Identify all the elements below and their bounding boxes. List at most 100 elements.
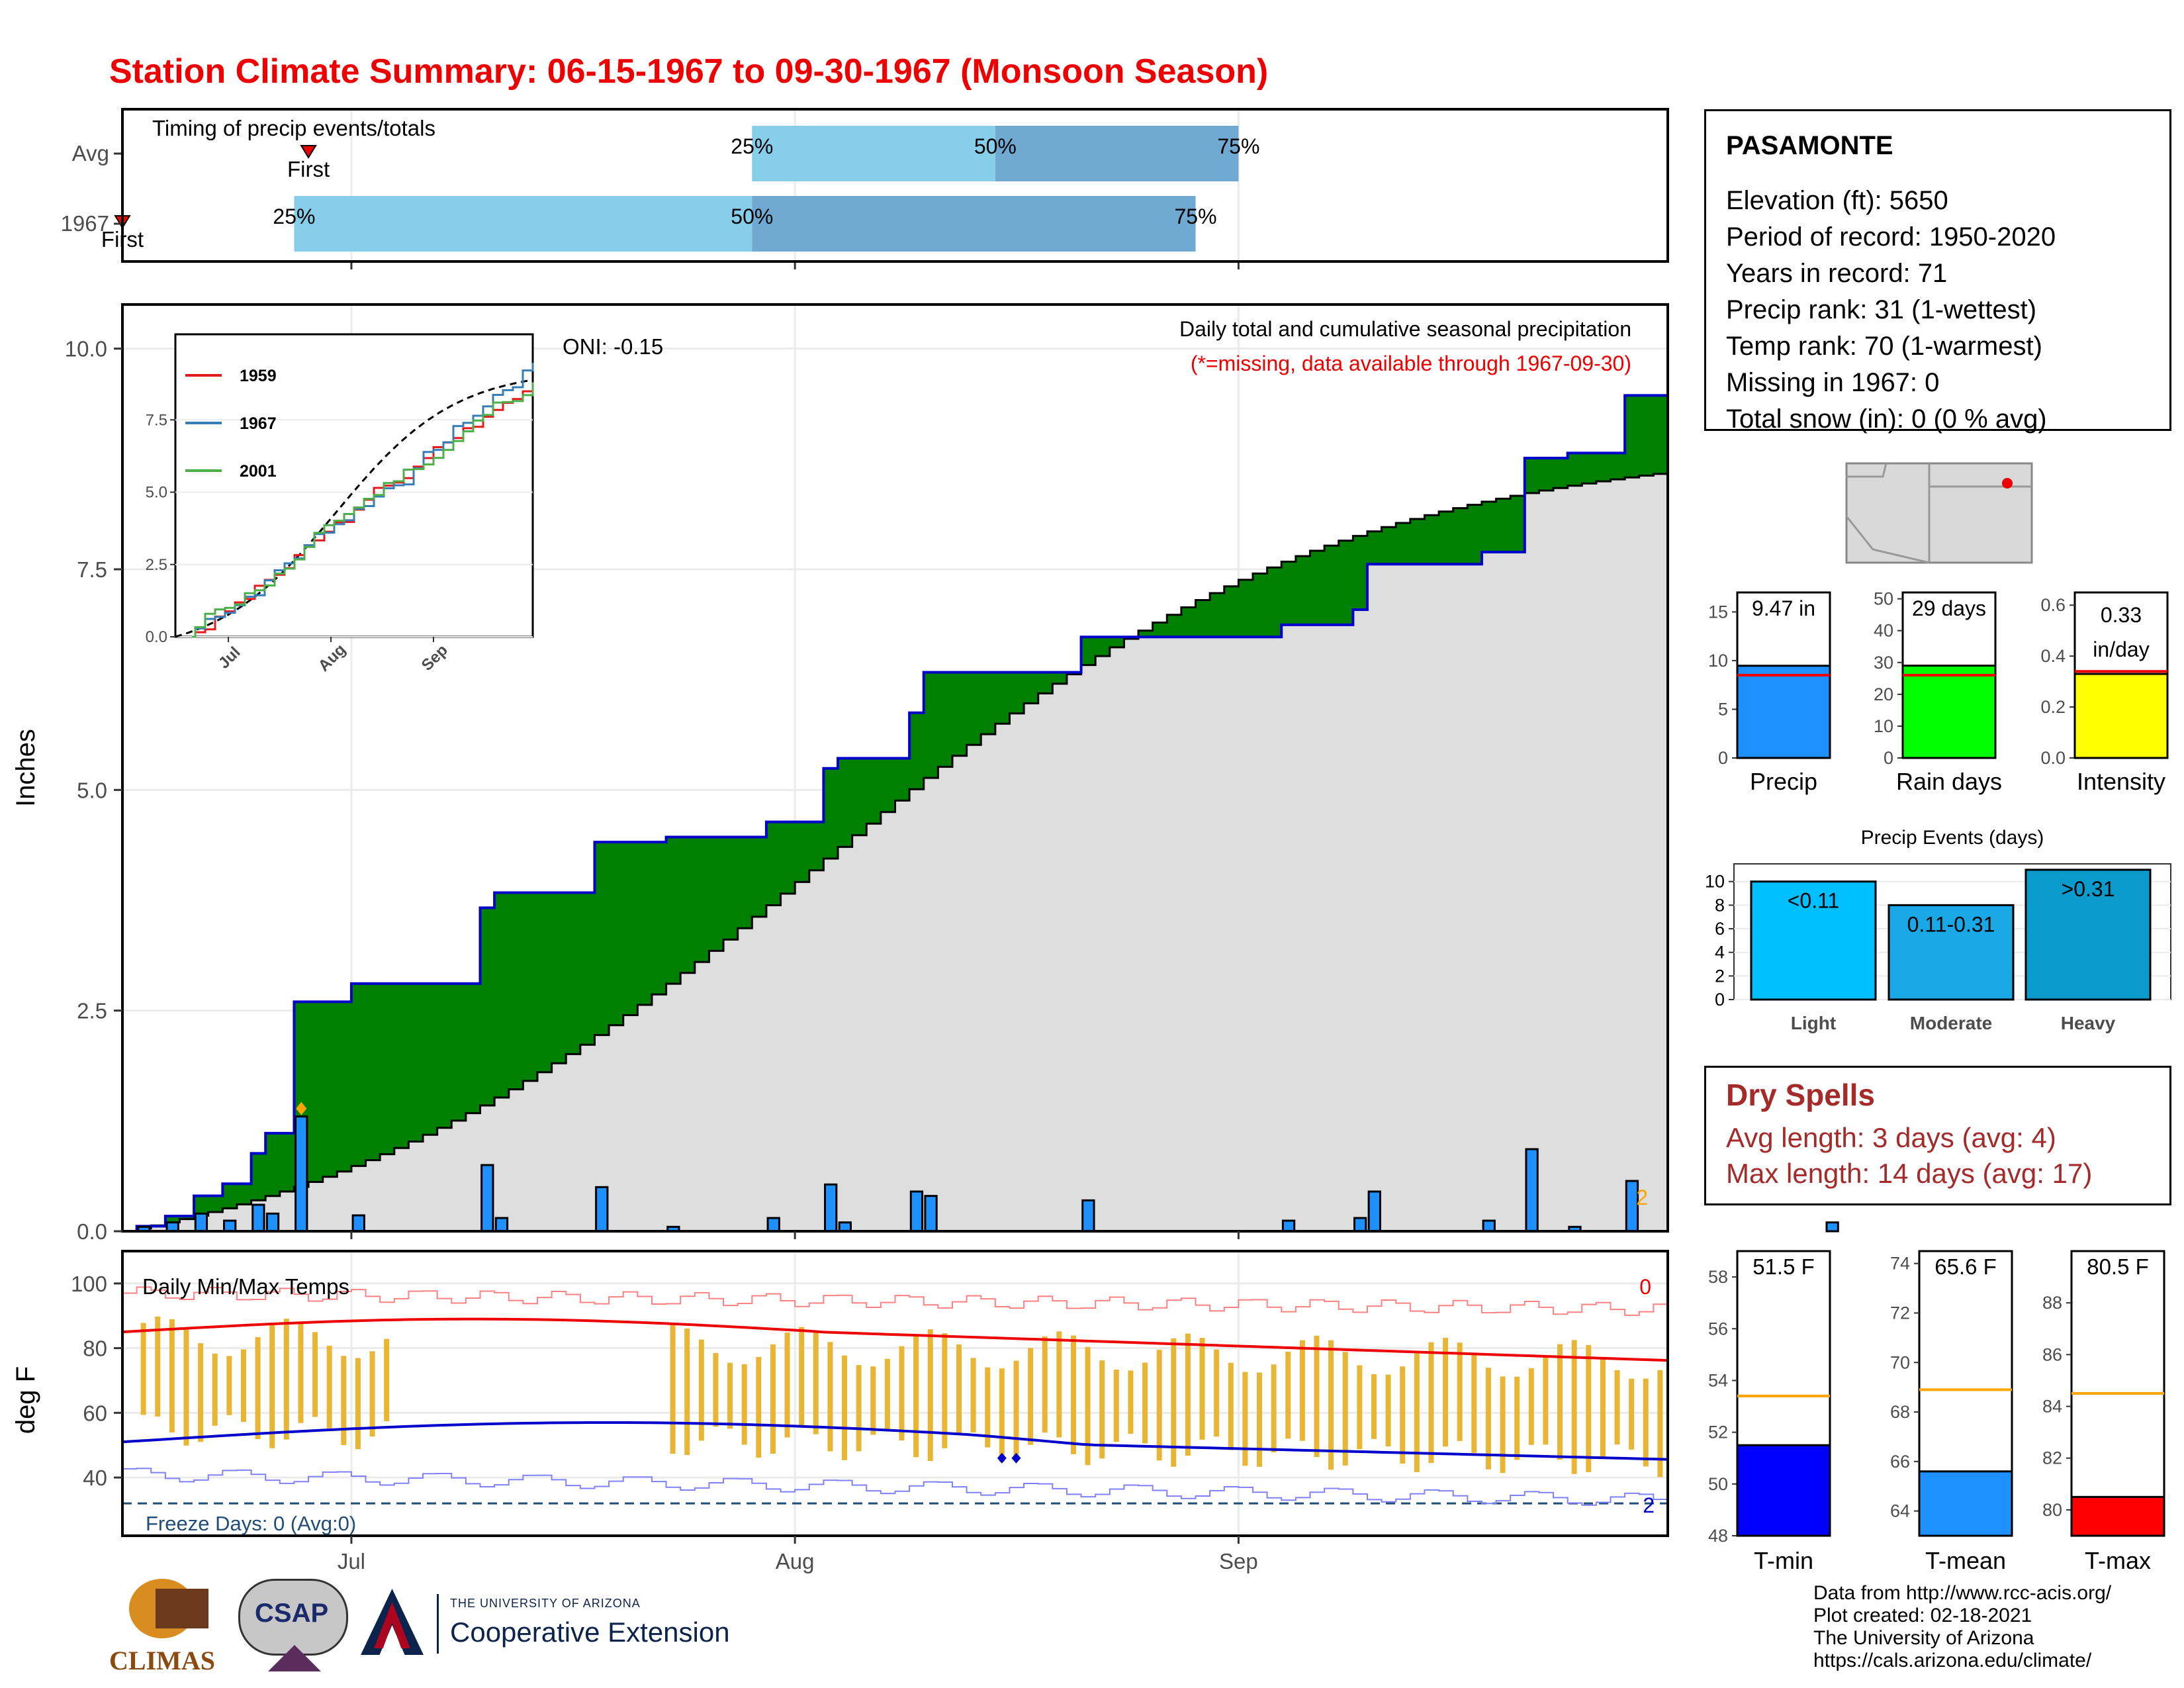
temp-summary-chart: 64 66 68 70 72 74 65.6 F T-mean: [1890, 1250, 2013, 1574]
timing-bar-50-75: [752, 196, 1196, 252]
daily-temp-bar: [1314, 1335, 1320, 1458]
events-category-label: Light: [1791, 1013, 1836, 1033]
timing-bar-25-50: [294, 196, 752, 252]
temp-y-tick-label: 40: [83, 1466, 107, 1490]
station-info-box: PASAMONTE Elevation (ft): 5650 Period of…: [1704, 109, 2171, 434]
mini-bar-value-label: 9.47 in: [1752, 596, 1815, 620]
avg-cumulative-line: [122, 473, 1668, 1233]
daily-temp-bar: [1514, 1376, 1520, 1460]
daily-temp-bar: [741, 1364, 747, 1445]
daily-temp-bar: [1142, 1362, 1148, 1444]
daily-precip-bar: [295, 1115, 308, 1233]
daily-temp-bar: [1171, 1338, 1177, 1467]
credit-university: The University of Arizona: [1813, 1627, 2034, 1649]
timing-pct-label: 75%: [1217, 134, 1259, 158]
daily-temp-bar: [1299, 1340, 1305, 1441]
timing-pct-label: 50%: [974, 134, 1017, 158]
station-map: [1845, 462, 2033, 564]
mini-bar-tick-label: 10: [1708, 651, 1728, 671]
temp-y-tick-label: 60: [83, 1401, 107, 1425]
temp-y-tick-label: 80: [83, 1336, 107, 1361]
temp-summary-value-label: 51.5 F: [1752, 1254, 1815, 1279]
daily-temp-bar: [140, 1323, 146, 1415]
first-event-marker: [300, 145, 317, 159]
daily-temp-bar: [713, 1352, 719, 1427]
events-title: Precip Events (days): [1861, 827, 2044, 849]
timing-row-label: Avg: [72, 141, 109, 165]
events-bar-label: <0.11: [1788, 889, 1840, 913]
temp-summary-bar: [1918, 1470, 2013, 1537]
inset-legend-label: 1959: [240, 367, 277, 385]
daily-temp-bar: [198, 1343, 204, 1442]
precip-events-chart: Precip Events (days) 0 2 4 6 8 10 <0.11 Light 0.…: [1705, 827, 2171, 1033]
daily-temp-bar: [670, 1325, 676, 1454]
daily-temp-bar: [856, 1365, 862, 1452]
daily-temp-bar: [240, 1349, 246, 1423]
daily-temp-bar: [1070, 1335, 1076, 1454]
temp-summary-category-label: T-mean: [1925, 1547, 2006, 1574]
page-title: Station Climate Summary: 06-15-1967 to 0…: [109, 52, 1268, 91]
temp-summary-value-label: 65.6 F: [1934, 1254, 1997, 1279]
temp-summary-chart: 80 82 84 86 88 80.5 F T-max: [2042, 1250, 2165, 1574]
temp-summary-bar: [2070, 1495, 2165, 1537]
daily-temp-bar: [269, 1325, 275, 1448]
record-day-marker: [296, 1102, 307, 1115]
mini-bar-tick-label: 0: [1884, 748, 1893, 768]
daily-temp-bar: [1443, 1338, 1449, 1447]
events-bar-label: 0.11-0.31: [1907, 912, 1995, 936]
inset-legend-label: 2001: [240, 462, 277, 481]
main-y-tick-label: 0.0: [77, 1219, 107, 1244]
daily-temp-bar: [255, 1336, 261, 1440]
daily-temp-bar: [999, 1368, 1005, 1462]
mini-bar-tick-label: 0.4: [2040, 646, 2066, 666]
month-tick-label: Jul: [338, 1549, 365, 1573]
mini-bar-tick-label: 50: [1874, 589, 1893, 609]
record-low-marker: [1011, 1452, 1021, 1464]
mini-bar-tick-label: 30: [1874, 653, 1893, 673]
mini-bar-tick-label: 0.2: [2040, 697, 2066, 717]
oni-label: ONI: -0.15: [563, 334, 663, 359]
daily-precip-bar: [909, 1190, 924, 1233]
mini-bar-value: [1901, 665, 1997, 759]
cumulative-1967-line: [122, 394, 1668, 1233]
daily-temp-bar: [842, 1355, 848, 1460]
mini-bar-tick-label: 0.0: [2040, 748, 2066, 768]
credit-url: https://cals.arizona.edu/climate/: [1813, 1650, 2092, 1671]
temp-summary-tick-label: 86: [2042, 1344, 2062, 1364]
temp-summary-chart: 48 50 52 54 56 58 51.5 F T-min: [1708, 1250, 1831, 1574]
record-low-line: [122, 1468, 1668, 1506]
temp-summary-category-label: T-min: [1754, 1547, 1813, 1574]
dry-spells-box: Dry Spells Avg length: 3 days (avg: 4) M…: [1704, 1066, 2171, 1205]
daily-temp-bar: [384, 1338, 390, 1422]
daily-temp-bar: [1199, 1338, 1205, 1440]
temp-summary-category-label: T-max: [2085, 1547, 2151, 1574]
temp-summary-tick-label: 82: [2042, 1448, 2062, 1468]
daily-temp-bar: [1457, 1342, 1463, 1441]
mini-bar-category-label: Precip: [1750, 768, 1817, 795]
dry-spells-avg: Avg length: 3 days (avg: 4): [1726, 1122, 2056, 1153]
daily-temp-bar: [1357, 1365, 1363, 1450]
timing-panel: 25%50%75%FirstLastAvg25%50%75%FirstLast1…: [61, 108, 1831, 269]
daily-temp-bar: [870, 1366, 876, 1435]
events-category-label: Heavy: [2061, 1013, 2116, 1033]
daily-temp-bar: [1257, 1372, 1263, 1467]
daily-temp-bar: [1600, 1356, 1606, 1457]
dry-spells-max: Max length: 14 days (avg: 17): [1726, 1158, 2093, 1189]
daily-temp-bar: [1657, 1370, 1663, 1477]
daily-temp-bar: [1557, 1344, 1563, 1460]
daily-precip-bar: [223, 1219, 237, 1233]
daily-temp-bar: [212, 1353, 218, 1426]
timing-row-label: 1967: [61, 211, 109, 236]
station-details: Elevation (ft): 5650 Period of record: 1…: [1726, 183, 2056, 438]
temp-summary-tick-label: 50: [1708, 1474, 1728, 1494]
daily-temp-bar: [727, 1362, 733, 1429]
daily-temp-bar: [298, 1321, 304, 1423]
station-location-marker: [2002, 478, 2013, 489]
inset-y-tick-label: 0.0: [146, 628, 167, 646]
mini-bar-value-label: 0.33: [2101, 603, 2142, 627]
daily-temp-bar: [1285, 1351, 1291, 1439]
credit-plot-created: Plot created: 02-18-2021: [1813, 1605, 2032, 1626]
daily-precip-bar: [351, 1214, 365, 1233]
temp-summary-tick-label: 68: [1890, 1402, 1910, 1422]
temp-y-axis-label: deg F: [11, 1366, 40, 1434]
